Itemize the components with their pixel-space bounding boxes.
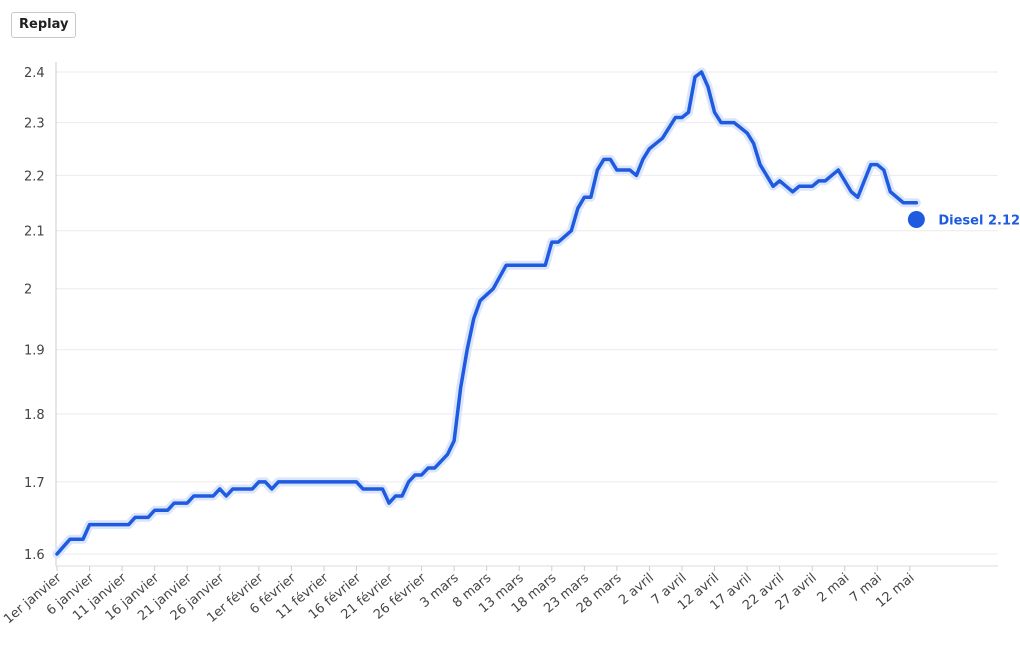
series-line [55,70,919,556]
end-point-marker [907,210,925,228]
y-tick-label: 1.6 [24,548,45,563]
y-tick-label: 2.4 [24,66,45,81]
y-tick-label: 2 [24,283,32,298]
x-tick-label: 2 mai [815,571,853,606]
y-tick-label: 1.9 [24,344,45,359]
grid-layer [56,71,998,555]
y-tick-label: 2.3 [24,117,45,132]
y-tick-label: 1.8 [24,408,45,423]
end-point-label: Diesel 2.12 [938,213,1020,228]
end-annotation: Diesel 2.12 [907,210,1020,228]
replay-button[interactable]: Replay [11,12,77,38]
x-tick-label: 2 avril [616,571,657,609]
y-axis: 1.6 1.7 1.8 1.9 2 2.1 2.2 2.3 2.4 [24,62,57,566]
series-layer [52,67,921,559]
y-tick-label: 1.7 [24,476,45,491]
y-tick-label: 2.1 [24,225,45,240]
y-tick-label: 2.2 [24,169,45,184]
